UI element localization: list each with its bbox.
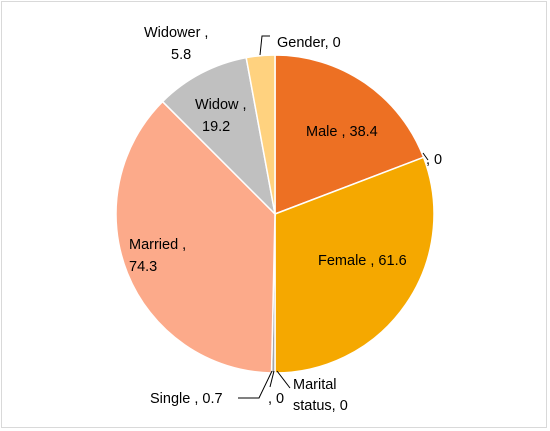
label-widow-line2: 19.2 (202, 119, 230, 135)
label-married-line1: Married , (129, 237, 186, 253)
label-blank-b: , 0 (268, 391, 284, 407)
leader-marital-status (276, 370, 291, 389)
leader-gender (259, 35, 270, 56)
label-marital-status-line2: status, 0 (293, 398, 348, 414)
label-widow-line1: Widow , (195, 97, 247, 113)
label-gender: Gender, 0 (277, 35, 341, 51)
leader-blank-a (422, 152, 429, 161)
leader-lines (238, 35, 429, 399)
leader-single (238, 370, 273, 399)
widow-slice-7 (161, 56, 277, 217)
male-slice-0 (274, 54, 425, 216)
label-married-line2: 74.3 (129, 259, 157, 275)
label-marital-status-line1: Marital (293, 377, 337, 393)
label-female: Female , 61.6 (318, 253, 407, 269)
label-male: Male , 38.4 (306, 124, 378, 140)
leader-blank-b (269, 370, 275, 388)
widower-slice-8 (245, 54, 276, 215)
pie-slices (115, 54, 435, 374)
label-widower-line1: Widower , (144, 25, 208, 41)
label-blank-a: , 0 (426, 152, 442, 168)
label-single: Single , 0.7 (150, 391, 223, 407)
label-widower-line2: 5.8 (171, 47, 191, 63)
married-slice-6 (115, 100, 276, 374)
female-slice-2 (274, 156, 435, 374)
